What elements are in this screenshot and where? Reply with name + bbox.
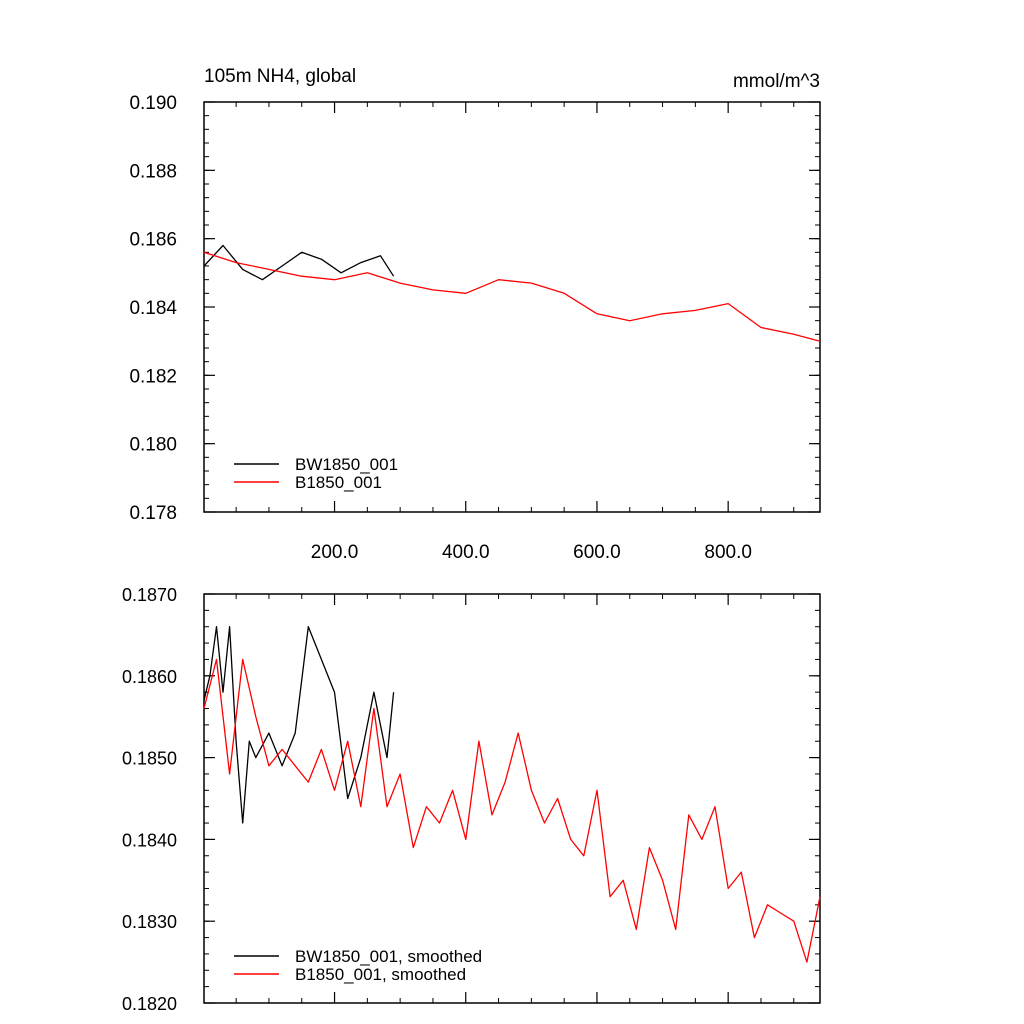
y-tick-label: 0.1850	[122, 749, 177, 769]
y-tick-label: 0.1830	[122, 912, 177, 932]
legend-label: BW1850_001, smoothed	[295, 947, 482, 966]
legend-label: B1850_001	[295, 473, 382, 492]
y-tick-label: 0.1870	[122, 585, 177, 605]
y-tick-label: 0.178	[129, 503, 177, 524]
y-tick-label: 0.184	[129, 298, 177, 319]
plot-frame	[203, 593, 821, 1004]
x-tick-label: 800.0	[704, 542, 752, 563]
chart-title: 105m NH4, global	[204, 66, 356, 87]
y-tick-label: 0.182	[129, 366, 177, 387]
y-tick-label: 0.190	[129, 93, 177, 114]
bottom-panel: 0.1820 0.1830 0.1840 0.1850 0.1860 0.1870 BW18…	[122, 585, 821, 1014]
chart-units: mmol/m^3	[733, 71, 820, 92]
series-line-2	[203, 658, 821, 963]
y-tick-label: 0.186	[129, 230, 177, 251]
legend-label: BW1850_001	[295, 455, 398, 474]
x-tick-label: 400.0	[442, 542, 490, 563]
x-tick-label: 600.0	[573, 542, 621, 563]
series-line-2	[203, 251, 821, 342]
y-tick-label: 0.188	[129, 161, 177, 182]
y-tick-label: 0.1860	[122, 667, 177, 687]
series-line-1	[203, 626, 395, 824]
x-tick-label: 200.0	[311, 542, 359, 563]
legend-label: B1850_001, smoothed	[295, 965, 466, 984]
y-tick-label: 0.180	[129, 435, 177, 456]
y-tick-label: 0.1820	[122, 994, 177, 1014]
y-tick-label: 0.1840	[122, 830, 177, 850]
series-line-1	[203, 244, 395, 281]
top-panel: 0.178 0.180 0.182 0.184 0.186 0.188 0.190 200.0…	[129, 93, 821, 563]
plot-frame	[203, 101, 821, 513]
